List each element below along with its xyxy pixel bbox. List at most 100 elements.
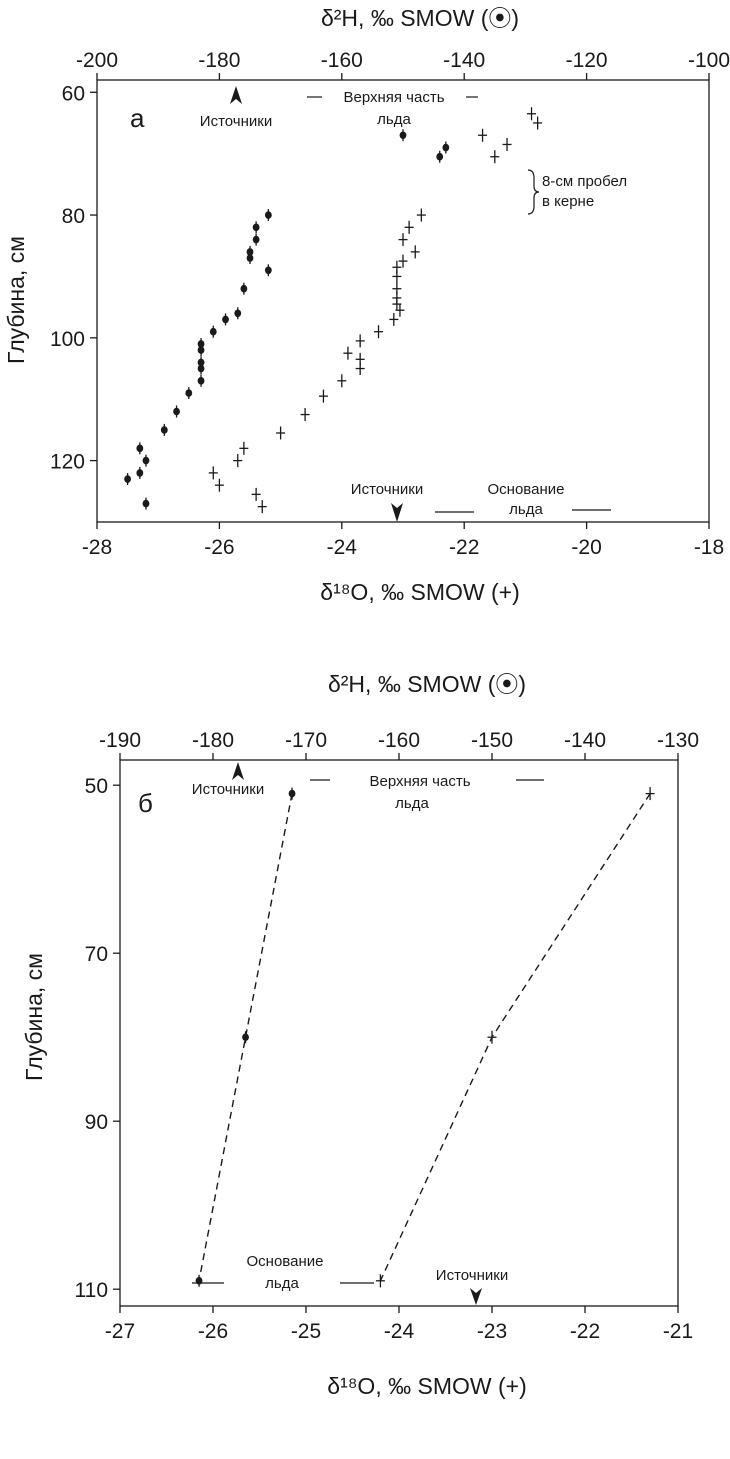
- panel-b-top-ice-line1: Верхняя часть: [369, 773, 470, 790]
- panel-a-left-tick-label: 120: [50, 451, 85, 474]
- point-dot: [136, 444, 144, 453]
- panel-b-top-tick-label: -180: [192, 729, 234, 752]
- panel-b-top-tick-label: -170: [285, 729, 327, 752]
- panel-a-d18o-point: [239, 441, 249, 455]
- panel-a-d18o-point: [527, 107, 537, 121]
- panel-a-sources-bottom-arrow: [391, 503, 403, 522]
- point-dot: [436, 152, 444, 161]
- point-dot: [264, 211, 272, 219]
- panel-a-dh-point: [222, 313, 229, 326]
- panel-a-d18o-point: [251, 487, 261, 501]
- panel-b-dh-line: [198, 793, 293, 1281]
- panel-a-base-ice-line2: льда: [509, 501, 543, 518]
- panel-a-left-tick-label: 80: [62, 205, 85, 228]
- panel-a-bottom-tick-label: -18: [694, 536, 724, 559]
- panel-a-gap-line1: 8-см пробел: [542, 173, 627, 190]
- panel-a-top-tick-label: -180: [198, 49, 240, 72]
- panel-a-d18o-point: [374, 325, 384, 339]
- panel-a-dh-point: [234, 307, 242, 320]
- panel-b-base-ice-line2: льда: [265, 1275, 299, 1292]
- point-dot: [240, 284, 248, 293]
- panel-b-sources-bottom: Источники: [436, 1267, 508, 1284]
- panel-a-top-ice-line1: Верхняя часть: [343, 89, 444, 106]
- point-dot: [197, 346, 205, 354]
- panel-a-left-tick-label: 60: [62, 82, 85, 105]
- panel-b-sources-top: Источники: [192, 781, 264, 798]
- point-dot: [234, 309, 242, 318]
- point-dot: [173, 407, 180, 416]
- panel-b-bottom-tick-label: -26: [198, 1320, 228, 1343]
- panel-a-dh-point: [124, 473, 131, 486]
- panel-b-bottom-tick-label: -21: [663, 1320, 693, 1343]
- panel-a-left-tick-label: 100: [50, 328, 85, 351]
- panel-b-d18o-point: [487, 1030, 497, 1044]
- point-dot: [197, 340, 205, 348]
- panel-b-top-ice-line2: льда: [395, 795, 429, 812]
- panel-b-bottom-tick-label: -22: [570, 1320, 600, 1343]
- point-dot: [136, 469, 144, 477]
- panel-a-d18o-point: [490, 150, 500, 164]
- panel-a-d18o-point: [410, 245, 420, 259]
- panel-b-dh-point: [288, 787, 296, 800]
- panel-a-d18o-point: [395, 303, 405, 317]
- panel-b-base-ice-line1: Основание: [247, 1253, 324, 1270]
- panel-b: -190 -180 -170 -160 -150 -140 -130 -27 -26 -25 -24…: [21, 671, 699, 1399]
- panel-a-d18o-point: [257, 500, 267, 514]
- panel-b-left-tick-label: 50: [85, 775, 108, 798]
- panel-a-dh-point: [264, 209, 272, 222]
- point-dot: [142, 456, 150, 465]
- panel-a-top-tick-label: -120: [566, 49, 608, 72]
- panel-a-d18o-point: [355, 334, 365, 348]
- panel-a-top-tick-label: -160: [321, 49, 363, 72]
- panel-a-top-tick-label: -200: [76, 49, 118, 72]
- panel-b-left-tick-label: 110: [75, 1279, 108, 1302]
- panel-b-top-tick-label: -130: [657, 729, 699, 752]
- panel-b-bottom-tick-label: -27: [105, 1320, 135, 1343]
- panel-a-d18o-point: [533, 116, 543, 130]
- panel-b-left-tick-label: 70: [85, 943, 108, 966]
- panel-b-dh-point: [195, 1274, 203, 1287]
- panel-a-dh-point: [252, 233, 260, 246]
- panel-a-dh-point: [142, 497, 150, 510]
- panel-b-top-tick-label: -190: [99, 729, 141, 752]
- panel-a-top-axis-title: δ²H, ‰ SMOW (⦿): [321, 5, 519, 31]
- panel-a: -200 -180 -160 -140 -120 -100 -28 -26 -24 -22 -20 -…: [3, 5, 730, 605]
- point-dot: [142, 499, 150, 508]
- panel-a-d18o-point: [478, 128, 488, 142]
- panel-a-dh-point: [136, 442, 144, 455]
- panel-b-sources-top-arrow: [232, 762, 244, 780]
- panel-b-bottom-tick-label: -24: [384, 1320, 415, 1343]
- panel-a-left-axis-title: Глубина, см: [3, 236, 29, 364]
- panel-a-base-ice-line1: Основание: [488, 481, 565, 498]
- point-dot: [442, 143, 450, 152]
- point-dot: [197, 364, 205, 373]
- panel-a-d18o-point: [392, 269, 402, 283]
- panel-a-bottom-axis-title: δ¹⁸O, ‰ SMOW (+): [320, 579, 519, 605]
- panel-a-d18o-point: [214, 478, 224, 492]
- panel-a-sources-top: Источники: [200, 113, 272, 130]
- point-dot: [264, 266, 272, 275]
- panel-a-dh-point: [436, 150, 444, 163]
- panel-a-d18o-point: [343, 346, 353, 360]
- point-dot: [209, 327, 217, 336]
- panel-b-top-tick-label: -150: [471, 729, 513, 752]
- panel-b-top-tick-label: -140: [564, 729, 606, 752]
- panel-a-sources-bottom: Источники: [351, 481, 423, 498]
- point-dot: [288, 789, 296, 798]
- point-dot: [252, 235, 260, 244]
- panel-a-ticks: -200 -180 -160 -140 -120 -100 -28 -26 -24 -22 -20 -…: [50, 49, 730, 559]
- panel-a-dh-point: [240, 282, 248, 295]
- point-dot: [246, 254, 254, 262]
- panel-a-d18o-point: [502, 137, 512, 151]
- panel-a-d18o-point: [300, 408, 310, 422]
- panel-a-dh-point: [442, 141, 450, 154]
- point-dot: [185, 389, 193, 397]
- panel-a-dh-point: [264, 264, 272, 277]
- point-dot: [222, 315, 229, 324]
- panel-a-top-ice-line2: льда: [377, 111, 411, 128]
- panel-b-bottom-axis-title: δ¹⁸O, ‰ SMOW (+): [327, 1373, 526, 1399]
- point-dot: [399, 131, 407, 140]
- panel-a-dh-point: [173, 405, 180, 418]
- panel-b-d18o-line: [379, 793, 651, 1282]
